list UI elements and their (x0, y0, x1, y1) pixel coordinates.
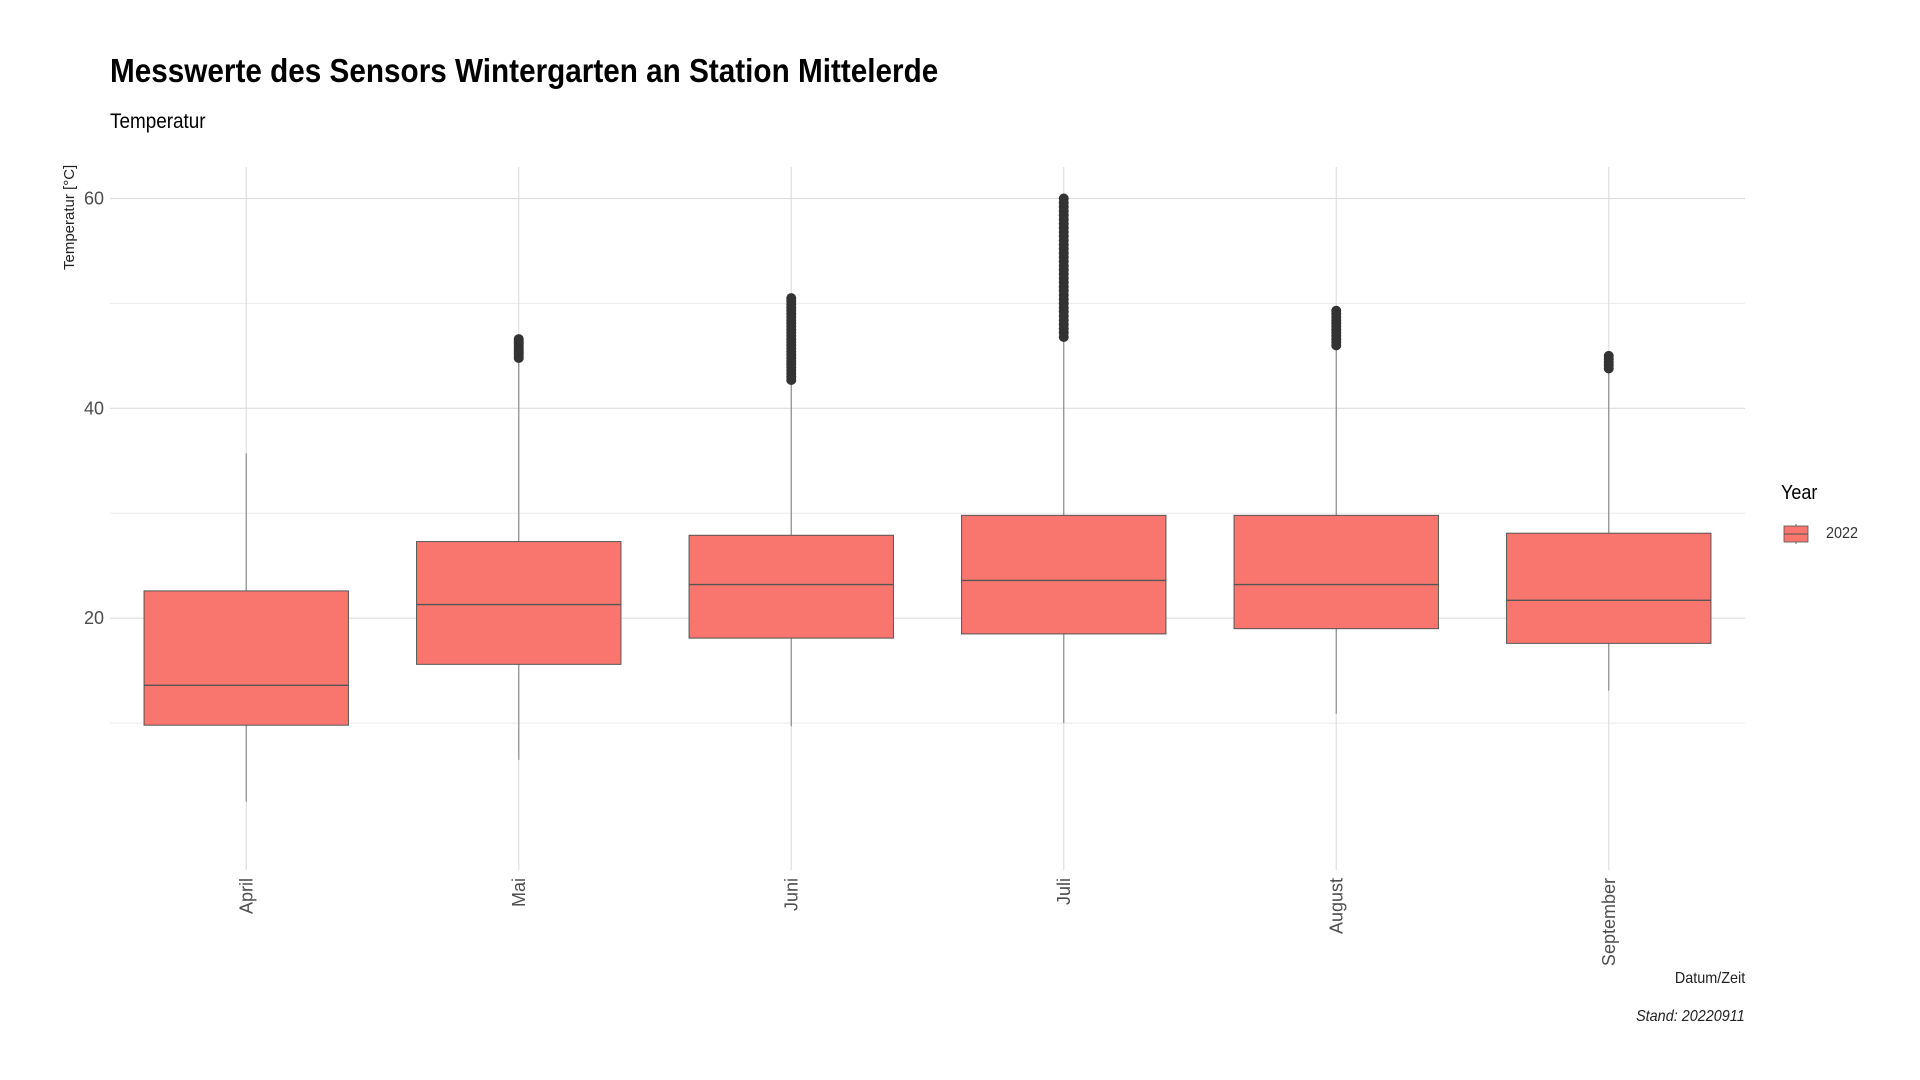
box-juli (961, 193, 1167, 724)
box-juni (688, 293, 894, 727)
box-body (688, 534, 894, 639)
y-tick-label: 40 (84, 398, 104, 418)
x-tick-label: Mai (509, 878, 529, 907)
outlier-point (513, 334, 524, 345)
outlier-point (1603, 350, 1614, 361)
y-axis-label: Temperatur [°C] (61, 165, 78, 270)
box-layer (143, 193, 1712, 802)
outlier-point (1058, 193, 1069, 204)
legend-title: Year (1781, 482, 1818, 504)
box-body (416, 541, 622, 665)
box-april (143, 453, 349, 802)
box-mai (416, 334, 622, 760)
legend-label-2022: 2022 (1826, 525, 1859, 542)
box-body (1506, 532, 1712, 644)
x-axis-label: Datum/Zeit (1674, 970, 1745, 987)
chart-caption: Stand: 20220911 (1636, 1008, 1745, 1025)
box-body (1233, 514, 1439, 630)
box-body (961, 514, 1167, 635)
box-september (1506, 350, 1712, 691)
box-body (143, 590, 349, 726)
legend-key-2022 (1783, 524, 1809, 544)
chart-subtitle: Temperatur (110, 110, 206, 133)
grid-layer (110, 167, 1745, 870)
outlier-point (786, 293, 797, 304)
x-tick-label: April (236, 878, 256, 914)
chart-title: Messwerte des Sensors Wintergarten an St… (110, 52, 939, 89)
x-tick-label: Juli (1054, 878, 1074, 905)
axis-layer: 20 40 60 April Mai Juni Juli August September (84, 188, 1619, 966)
x-tick-label: Juni (781, 878, 801, 911)
y-tick-label: 20 (84, 608, 104, 628)
box-august (1233, 305, 1439, 714)
y-tick-label: 60 (84, 188, 104, 208)
x-tick-label: August (1326, 878, 1346, 934)
x-tick-label: September (1599, 878, 1619, 966)
outlier-point (1331, 305, 1342, 316)
